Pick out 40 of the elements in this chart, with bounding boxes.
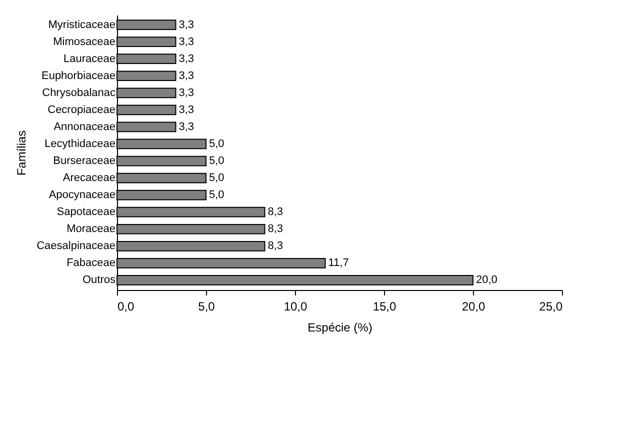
y-axis-title: Famílias bbox=[14, 130, 29, 176]
x-axis-title: Espécie (%) bbox=[308, 320, 372, 334]
y-tick-label: Moraceae bbox=[66, 223, 116, 236]
y-tick-label: Apocynaceae bbox=[48, 189, 116, 202]
y-tick-label: Mimosaceae bbox=[53, 36, 116, 48]
data-label: 5,0 bbox=[209, 172, 224, 184]
x-tick-label: 25,0 bbox=[539, 300, 563, 314]
data-label: 11,7 bbox=[328, 257, 349, 270]
data-label: 3,3 bbox=[178, 104, 194, 116]
x-tick-label: 5,0 bbox=[198, 300, 216, 314]
x-tick-label: 15,0 bbox=[372, 300, 396, 314]
data-label: 8,3 bbox=[268, 240, 284, 252]
data-label: 3,3 bbox=[178, 86, 194, 99]
y-tick-label: Annonaceae bbox=[54, 120, 116, 133]
y-tick-label: Lecythidaceae bbox=[44, 138, 116, 150]
data-label: 5,0 bbox=[209, 155, 224, 168]
y-tick-label: Sapotaceae bbox=[56, 206, 116, 218]
data-label: 8,3 bbox=[268, 206, 284, 218]
y-tick-label: Myristicaceae bbox=[48, 18, 116, 31]
y-tick-label: Fabaceae bbox=[66, 257, 116, 270]
x-tick-label: 0,0 bbox=[118, 300, 135, 314]
x-tick-label: 10,0 bbox=[284, 300, 308, 314]
data-label: 3,3 bbox=[178, 70, 194, 82]
y-tick-label: Caesalpinaceae bbox=[36, 240, 116, 252]
y-tick-label: Cecropiaceae bbox=[48, 104, 116, 116]
data-label: 3,3 bbox=[178, 18, 194, 31]
data-label: 3,3 bbox=[178, 52, 194, 65]
data-label: 8,3 bbox=[268, 223, 284, 236]
data-label: 20,0 bbox=[476, 274, 498, 286]
data-label: 3,3 bbox=[178, 36, 194, 48]
data-label: 5,0 bbox=[209, 138, 224, 150]
y-tick-label: Lauraceae bbox=[64, 52, 116, 65]
data-label: 3,3 bbox=[178, 120, 194, 133]
y-tick-label: Outros bbox=[82, 274, 116, 286]
data-label: 5,0 bbox=[209, 189, 224, 202]
x-tick-label: 20,0 bbox=[462, 300, 486, 314]
y-tick-label: Burseraceae bbox=[53, 155, 116, 168]
y-tick-label: Arecaceae bbox=[62, 172, 116, 184]
y-tick-label: Chrysobalanac bbox=[42, 86, 116, 99]
y-tick-label: Euphorbiaceae bbox=[41, 70, 116, 82]
